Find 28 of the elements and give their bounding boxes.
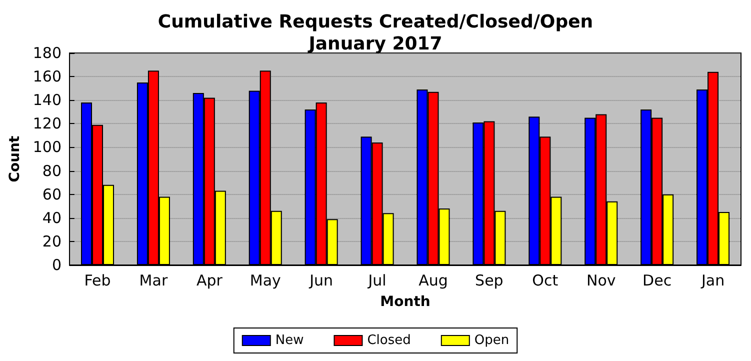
legend-label: Closed xyxy=(367,333,411,348)
y-tick-label: 140 xyxy=(32,91,62,110)
x-tick-label: Dec xyxy=(642,272,672,290)
legend-label: Open xyxy=(474,333,510,348)
legend-label: New xyxy=(275,333,304,348)
x-tick-label: May xyxy=(250,272,281,290)
x-tick-label: Aug xyxy=(418,272,448,290)
x-tick-label: Jul xyxy=(367,272,386,290)
x-tick-label: Mar xyxy=(139,272,168,290)
x-tick-label: Jun xyxy=(308,272,334,290)
x-tick-label: Apr xyxy=(196,272,224,290)
y-tick-label: 160 xyxy=(32,68,62,86)
y-tick-label: 180 xyxy=(32,44,62,62)
y-tick-label: 0 xyxy=(52,256,62,274)
x-tick-label: Nov xyxy=(586,272,616,290)
y-tick-label: 60 xyxy=(42,185,62,204)
y-axis-title: Count xyxy=(7,135,23,182)
chart-title: Cumulative Requests Created/Closed/Open January 2017 xyxy=(158,12,594,54)
y-tick-label: 120 xyxy=(32,114,62,133)
y-tick-label: 20 xyxy=(42,232,62,250)
x-axis-title: Month xyxy=(380,294,430,310)
x-tick-label: Jan xyxy=(700,272,725,290)
x-tick-label: Sep xyxy=(475,272,504,290)
x-tick-label: Feb xyxy=(84,272,111,290)
x-tick-label: Oct xyxy=(532,272,558,290)
y-tick-label: 80 xyxy=(42,162,62,180)
y-tick-label: 40 xyxy=(42,208,62,227)
y-tick-label: 100 xyxy=(32,138,62,156)
